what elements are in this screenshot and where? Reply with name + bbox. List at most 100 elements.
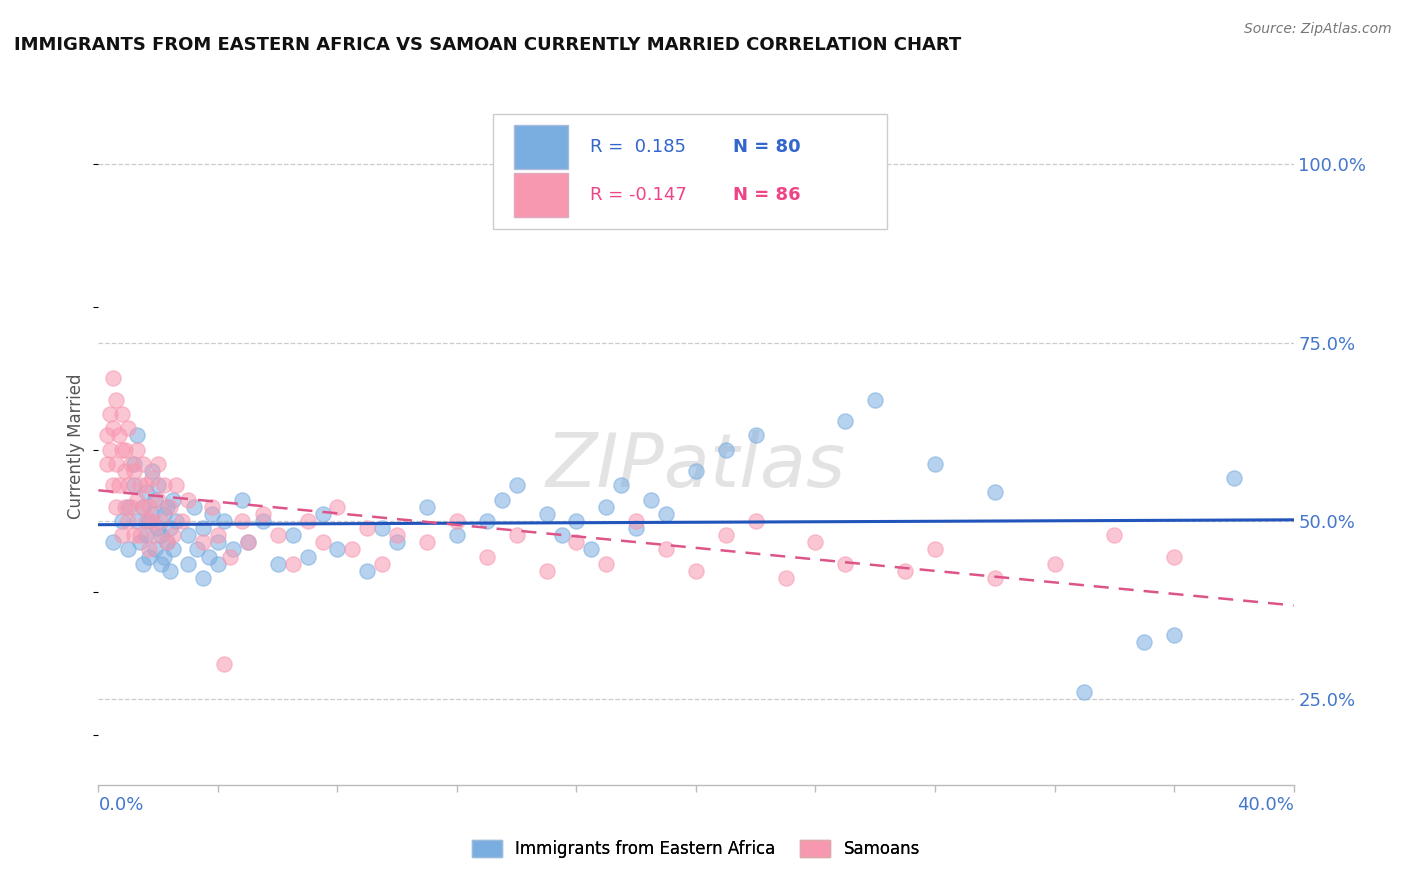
Point <box>177 492 200 507</box>
Point <box>311 535 333 549</box>
Point <box>191 571 214 585</box>
Point <box>207 528 229 542</box>
Point <box>281 557 304 571</box>
Point <box>127 492 149 507</box>
Text: 40.0%: 40.0% <box>1237 796 1294 814</box>
Point <box>156 535 179 549</box>
Point <box>281 528 304 542</box>
Point <box>231 514 253 528</box>
Point <box>135 485 157 500</box>
Point <box>536 564 558 578</box>
Point <box>148 478 170 492</box>
Point <box>150 528 173 542</box>
Point <box>96 428 118 442</box>
Point <box>111 407 134 421</box>
Point <box>153 507 176 521</box>
Point <box>132 500 155 514</box>
Point <box>550 528 572 542</box>
Point <box>745 514 768 528</box>
Point <box>984 485 1007 500</box>
Point <box>655 507 678 521</box>
Point <box>191 535 214 549</box>
FancyBboxPatch shape <box>515 173 568 217</box>
Point <box>120 500 142 514</box>
FancyBboxPatch shape <box>494 114 887 229</box>
Point <box>141 507 163 521</box>
Point <box>207 535 229 549</box>
Point <box>114 464 136 478</box>
Point <box>198 549 221 564</box>
Point <box>775 571 797 585</box>
Point <box>201 500 224 514</box>
Point <box>924 542 946 557</box>
Point <box>103 421 125 435</box>
Point <box>685 464 707 478</box>
Point <box>416 535 439 549</box>
Point <box>745 428 768 442</box>
Point <box>111 442 134 457</box>
Point <box>148 492 170 507</box>
Point <box>565 514 588 528</box>
Point <box>153 549 176 564</box>
Point <box>212 514 235 528</box>
Point <box>536 507 558 521</box>
Point <box>114 442 136 457</box>
Point <box>326 542 349 557</box>
Point <box>117 514 139 528</box>
Point <box>626 514 648 528</box>
Point <box>120 457 142 471</box>
Point <box>1163 549 1185 564</box>
Point <box>311 507 333 521</box>
Point <box>212 657 235 671</box>
Point <box>103 371 125 385</box>
Point <box>98 442 122 457</box>
Point <box>141 514 163 528</box>
Point <box>150 514 173 528</box>
Point <box>685 564 707 578</box>
Point <box>640 492 662 507</box>
Point <box>138 549 160 564</box>
Y-axis label: Currently Married: Currently Married <box>67 373 86 519</box>
Point <box>129 528 152 542</box>
Point <box>1163 628 1185 642</box>
Point <box>894 564 917 578</box>
Point <box>565 535 588 549</box>
Point <box>267 528 290 542</box>
Text: ZIPatlas: ZIPatlas <box>546 430 846 502</box>
Point <box>148 521 170 535</box>
Point <box>371 557 394 571</box>
Point <box>236 535 259 549</box>
Point <box>162 492 184 507</box>
Point <box>132 557 155 571</box>
Point <box>143 492 166 507</box>
Point <box>475 549 498 564</box>
Point <box>177 557 200 571</box>
Point <box>114 500 136 514</box>
Point <box>834 557 856 571</box>
Point <box>252 507 274 521</box>
Legend: Immigrants from Eastern Africa, Samoans: Immigrants from Eastern Africa, Samoans <box>465 833 927 864</box>
Point <box>172 514 194 528</box>
Point <box>108 478 131 492</box>
Point <box>1133 635 1156 649</box>
Point <box>595 500 617 514</box>
Point <box>156 535 179 549</box>
Point <box>165 514 187 528</box>
Point <box>297 514 319 528</box>
Point <box>342 542 364 557</box>
Point <box>183 500 205 514</box>
Point <box>267 557 290 571</box>
Point <box>222 542 245 557</box>
Point <box>236 535 259 549</box>
Point <box>124 478 146 492</box>
Point <box>165 478 187 492</box>
Point <box>1223 471 1246 485</box>
Point <box>865 392 887 407</box>
Point <box>111 514 134 528</box>
Point <box>162 528 184 542</box>
Point <box>610 478 633 492</box>
Point <box>105 457 128 471</box>
Point <box>103 535 125 549</box>
Point <box>141 464 163 478</box>
Point <box>127 442 149 457</box>
